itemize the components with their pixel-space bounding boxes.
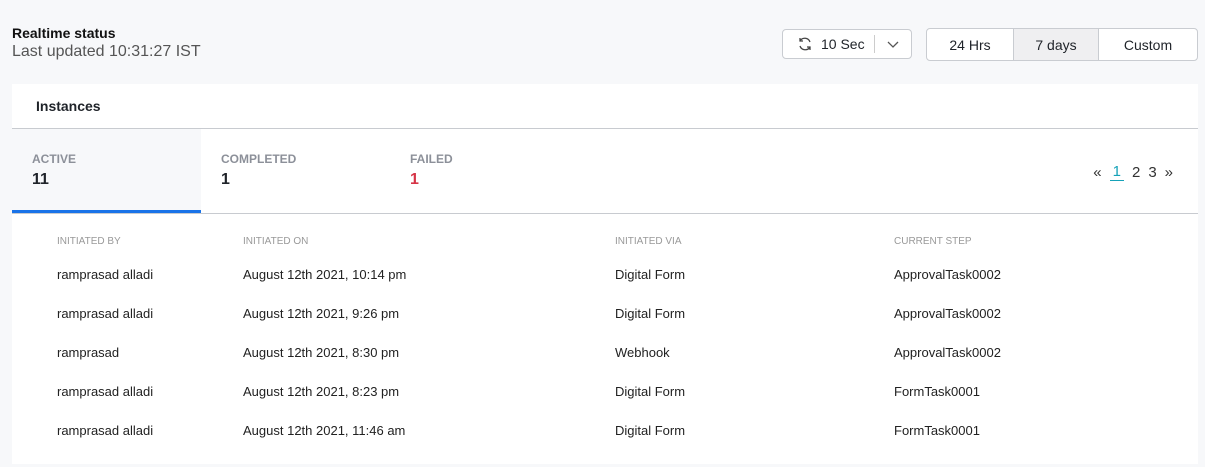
initiated-on-cell: August 12th 2021, 11:46 am [243,423,406,438]
initiated-by-cell: ramprasad [57,345,120,360]
first-page-icon[interactable]: « [1093,163,1102,181]
refresh-interval-dropdown[interactable]: 10 Sec [782,29,912,59]
tab-count: 1 [221,171,230,188]
page-1[interactable]: 1 [1109,163,1124,181]
column-header: INITIATED ON [243,236,309,247]
divider [873,35,875,53]
card-title: Instances [12,84,1198,129]
table-row[interactable]: ramprasad alladi August 12th 2021, 10:14 … [57,255,1001,294]
page-2[interactable]: 2 [1131,163,1141,181]
range-24-hrs-button[interactable]: 24 Hrs [949,36,991,53]
table-row[interactable]: ramprasad alladi August 12th 2021, 8:23 p… [57,372,1001,411]
column-header: INITIATED VIA [615,236,682,247]
table-header: INITIATED BY INITIATED ON INITIATED VIA … [57,228,1001,255]
tab-count: 1 [410,171,419,188]
initiated-by-cell: ramprasad alladi [57,267,154,282]
page-title: Realtime status [12,25,116,41]
page-3[interactable]: 3 [1148,163,1157,181]
initiated-via-cell: Digital Form [615,384,686,399]
initiated-by-cell: ramprasad alladi [57,423,154,438]
initiated-on-cell: August 12th 2021, 9:26 pm [243,306,400,321]
table-row[interactable]: ramprasad August 12th 2021, 8:30 pm Webhoo… [57,333,1001,372]
tab-label: COMPLETED [221,152,297,166]
column-header: CURRENT STEP [894,236,972,247]
instances-card: Instances ACTIVE 11 COMPLETED 1 FAILED 1… [12,84,1198,464]
refresh-icon[interactable] [797,36,813,52]
pagination: « 1 2 3 » [1093,163,1173,181]
last-page-icon[interactable]: » [1164,163,1173,181]
range-custom-button[interactable]: Custom [1098,29,1197,60]
status-tabs: ACTIVE 11 COMPLETED 1 FAILED 1 « 1 2 3 » [12,129,1198,214]
current-step-cell: ApprovalTask0002 [894,345,1001,360]
time-range-selector: 24 Hrs 7 days Custom [926,28,1198,61]
instances-table: INITIATED BY INITIATED ON INITIATED VIA … [57,228,1001,450]
initiated-on-cell: August 12th 2021, 10:14 pm [243,267,407,282]
current-step-cell: ApprovalTask0002 [894,306,1001,321]
tab-count: 11 [32,171,49,188]
column-header: INITIATED BY [57,236,121,247]
tab-active[interactable]: ACTIVE 11 [12,129,201,213]
current-step-cell: FormTask0001 [894,423,980,438]
current-step-cell: ApprovalTask0002 [894,267,1001,282]
initiated-via-cell: Digital Form [615,306,686,321]
initiated-via-cell: Webhook [615,345,670,360]
table-row[interactable]: ramprasad alladi August 12th 2021, 11:46 … [57,411,1001,450]
table-row[interactable]: ramprasad alladi August 12th 2021, 9:26 p… [57,294,1001,333]
tab-failed[interactable]: FAILED 1 [390,129,579,213]
chevron-down-icon[interactable] [886,37,900,51]
initiated-via-cell: Digital Form [615,267,686,282]
current-step-cell: FormTask0001 [894,384,980,399]
tab-completed[interactable]: COMPLETED 1 [201,129,390,213]
last-updated: Last updated 10:31:27 IST [12,43,201,60]
initiated-on-cell: August 12th 2021, 8:23 pm [243,384,400,399]
initiated-via-cell: Digital Form [615,423,686,438]
refresh-interval-value: 10 Sec [821,36,865,52]
initiated-by-cell: ramprasad alladi [57,384,154,399]
initiated-by-cell: ramprasad alladi [57,306,154,321]
range-7-days-button[interactable]: 7 days [1013,29,1098,60]
initiated-on-cell: August 12th 2021, 8:30 pm [243,345,400,360]
tab-label: ACTIVE [32,152,77,166]
tab-label: FAILED [410,152,453,166]
